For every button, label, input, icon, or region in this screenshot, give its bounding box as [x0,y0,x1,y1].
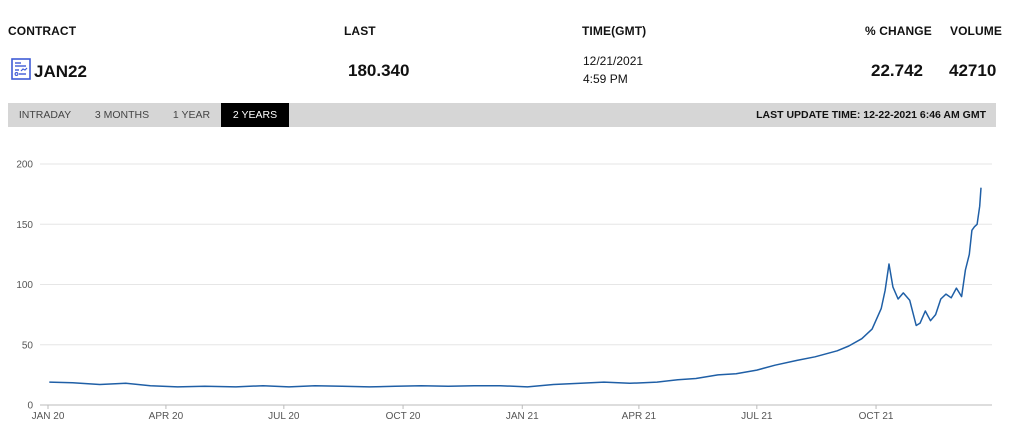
y-tick-label: 200 [16,160,33,171]
price-line [49,187,982,388]
tab-2-years[interactable]: 2 YEARS [221,103,289,127]
y-tick-label: 100 [16,280,33,291]
x-tick-label: APR 20 [149,411,184,422]
x-tick-label: OCT 20 [386,411,421,422]
x-tick-label: APR 21 [622,411,657,422]
contract-document-icon[interactable] [11,58,31,80]
volume-header: VOLUME [950,24,1002,38]
x-tick-label: JUL 21 [741,411,773,422]
contract-header: CONTRACT [8,24,77,38]
tab-3-months[interactable]: 3 MONTHS [94,109,150,121]
x-tick-label: JAN 20 [32,411,65,422]
x-tick-label: JAN 21 [506,411,539,422]
contract-name: JAN22 [34,62,87,81]
last-price: 180.340 [348,61,410,80]
y-tick-label: 50 [22,340,34,351]
y-tick-label: 0 [27,401,33,412]
last-header: LAST [344,24,376,38]
quote-date: 12/21/2021 [583,54,644,68]
percent-change: 22.742 [871,61,923,80]
tab-intraday[interactable]: INTRADAY [18,109,72,121]
y-axis: 0 50 100 150 200 [16,160,33,412]
x-tick-label: JUL 20 [268,411,300,422]
time-header: TIME(GMT) [582,24,647,38]
x-tick-label: OCT 21 [859,411,894,422]
tab-1-year[interactable]: 1 YEAR [172,109,211,121]
change-header: % CHANGE [865,24,932,38]
chart-grid [40,163,992,406]
x-axis: JAN 20 APR 20 JUL 20 OCT 20 JAN 21 APR 21 JUL … [32,405,894,422]
quote-time: 4:59 PM [583,72,628,86]
range-tab-bar: INTRADAY 3 MONTHS 1 YEAR 2 YEARS LAST UP… [8,103,996,127]
last-update-time: LAST UPDATE TIME: 12-22-2021 6:46 AM GMT [756,109,986,121]
y-tick-label: 150 [16,220,33,231]
volume-value: 42710 [949,61,997,80]
